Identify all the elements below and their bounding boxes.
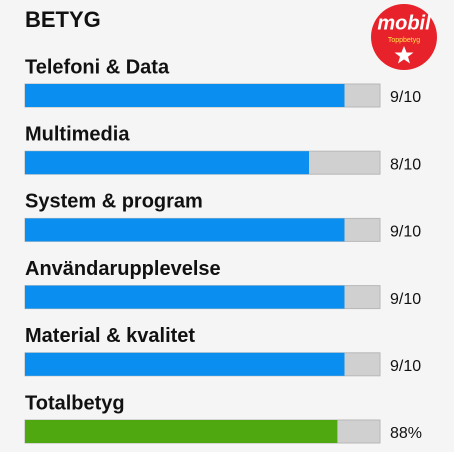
bar xyxy=(25,84,345,107)
rating-label: Telefoni & Data xyxy=(25,56,170,78)
bar xyxy=(25,285,345,309)
bar xyxy=(25,352,345,376)
value-label: 9/10 xyxy=(390,291,421,308)
badge-text: Toppbetyg xyxy=(388,37,420,44)
rating-label: System & program xyxy=(25,191,203,213)
rating-label: Multimedia xyxy=(25,123,130,145)
value-label: 9/10 xyxy=(390,358,421,375)
badge-brand: mobil xyxy=(377,12,431,34)
value-label: 88% xyxy=(390,425,422,442)
rating-label: Totalbetyg xyxy=(25,392,125,414)
badge-circle xyxy=(371,4,437,70)
bar xyxy=(25,151,309,175)
badge: mobil Toppbetyg xyxy=(371,4,437,70)
value-label: 9/10 xyxy=(390,89,421,106)
value-label: 9/10 xyxy=(390,224,421,241)
badge-star xyxy=(394,46,414,64)
title: BETYG xyxy=(25,7,101,32)
bar xyxy=(25,420,338,443)
rating-label: Material & kvalitet xyxy=(25,325,195,347)
bar xyxy=(25,218,345,242)
value-label: 8/10 xyxy=(390,156,421,173)
rating-label: Användarupplevelse xyxy=(25,258,221,280)
